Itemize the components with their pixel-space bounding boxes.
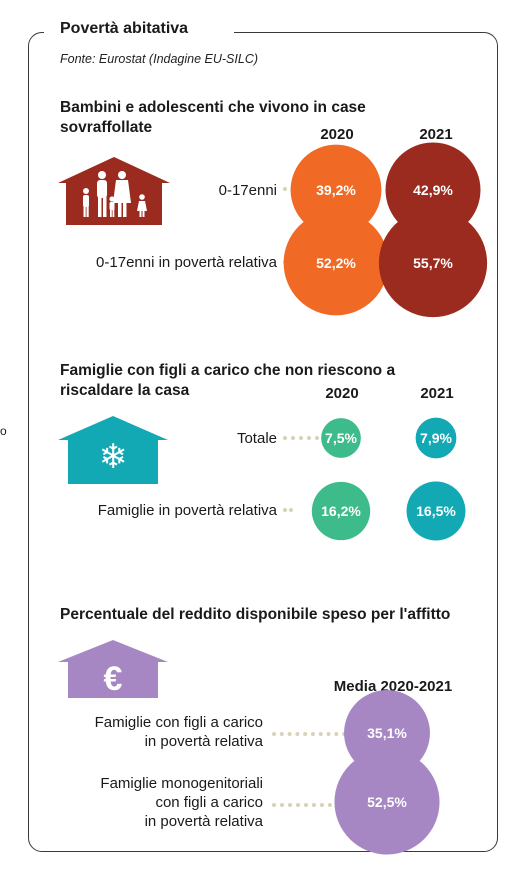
frame-gap [44, 24, 234, 42]
s3-row-2-line-1: Famiglie monogenitoriali [100, 775, 263, 792]
section-3-title: Percentuale del reddito disponibile spes… [60, 606, 451, 623]
section-1-title: Bambini e adolescenti che vivono in case… [60, 98, 366, 138]
s3-row-1-label: Famiglie con figli a carico in povertà r… [95, 713, 263, 751]
euro-icon: € [104, 660, 123, 698]
source-note: Fonte: Eurostat (Indagine EU-SILC) [60, 52, 259, 66]
stray-character: o [0, 424, 7, 438]
s3-row-2-line-3: in povertà relativa [144, 813, 263, 830]
leader-dots [272, 803, 340, 807]
year-2020-label: 2020 [320, 126, 354, 143]
bubble-2-2-1 [311, 481, 371, 541]
section-2-title-line-2: riscaldare la casa [60, 382, 190, 399]
year-2021-label: 2021 [419, 126, 453, 143]
snowflake-house-icon: ❄ [58, 416, 168, 484]
leader-dots [283, 508, 293, 512]
s3-row-2-label: Famiglie monogenitoriali con figli a car… [100, 774, 263, 831]
bubble-value-label: 7,9% [420, 430, 452, 446]
year-2021-label: 2021 [420, 385, 454, 402]
section-2-title-line-1: Famiglie con figli a carico che non ries… [60, 362, 396, 379]
s3-row-2-line-2: con figli a carico [155, 794, 263, 811]
family-house-icon [58, 157, 170, 225]
s3-row-1-line-1: Famiglie con figli a carico [94, 714, 263, 731]
bubble-value-label: 16,5% [416, 503, 456, 519]
bubble-value-label: 42,9% [413, 182, 453, 198]
year-average-label: Media 2020-2021 [333, 678, 453, 695]
page-title: Povertà abitativa [60, 20, 189, 37]
s3-row-1-line-2: in povertà relativa [144, 733, 263, 750]
s2-row-2-label: Famiglie in povertà relativa [97, 502, 277, 519]
bubble-value-label: 7,5% [325, 430, 357, 446]
bubble-value-label: 35,1% [367, 725, 407, 741]
euro-house-icon: € [58, 640, 168, 698]
s1-row-1-label: 0-17enni [218, 182, 277, 199]
bubble-2-1-2 [415, 417, 457, 459]
s1-row-2-label: 0-17enni in povertà relativa [96, 254, 277, 271]
bubble-2-1-1 [321, 418, 361, 458]
bubble-1-2-2 [378, 208, 488, 318]
snowflake-icon: ❄ [99, 437, 128, 477]
leader-dots [283, 436, 319, 440]
bubble-value-label: 16,2% [321, 503, 361, 519]
bubble-value-label: 52,5% [367, 794, 407, 810]
year-2020-label: 2020 [325, 385, 359, 402]
bubble-1-1-2 [385, 142, 481, 238]
section-1-title-line-1: Bambini e adolescenti che vivono in case [60, 99, 366, 116]
leader-dots [272, 732, 354, 736]
infographic-frame [28, 32, 498, 852]
section-2-title: Famiglie con figli a carico che non ries… [60, 361, 395, 401]
bubble-value-label: 52,2% [316, 255, 356, 271]
s2-row-1-label: Totale [236, 430, 277, 447]
bubble-1-2-1 [283, 210, 389, 316]
bubble-2-2-2 [406, 481, 466, 541]
bubble-3-2-1 [334, 749, 440, 855]
bubble-value-label: 39,2% [316, 182, 356, 198]
bubble-1-1-1 [290, 144, 382, 236]
section-1-title-line-2: sovraffollate [60, 119, 153, 136]
bubble-value-label: 55,7% [413, 255, 453, 271]
